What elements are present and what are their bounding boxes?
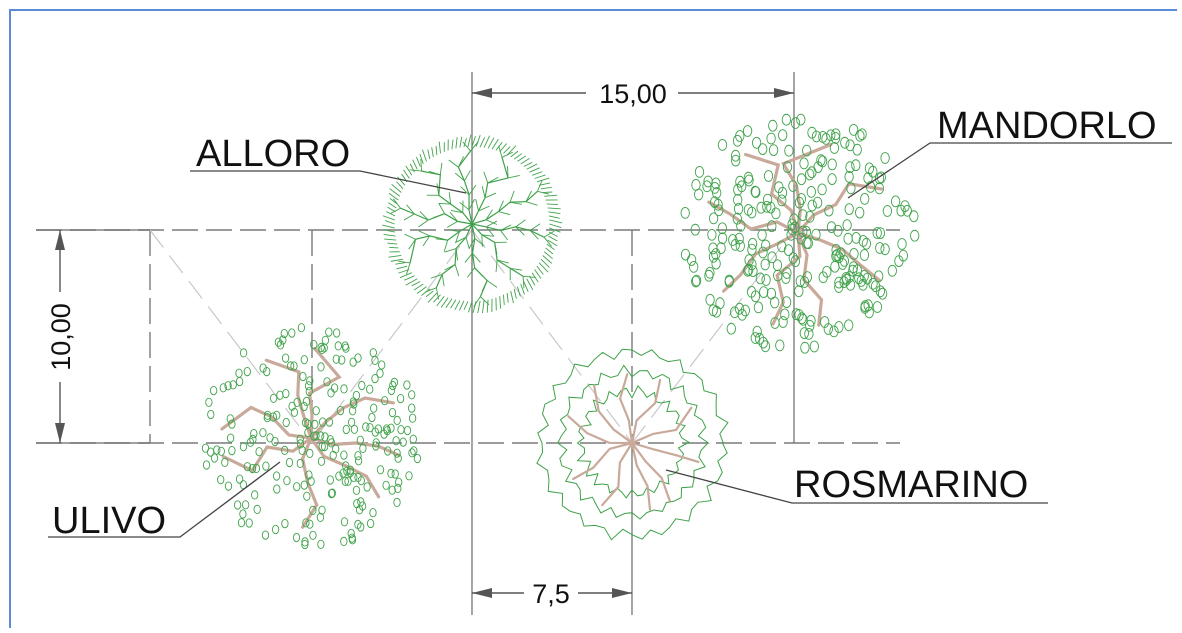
drawing-frame bbox=[9, 9, 1177, 628]
label-alloro: ALLORO bbox=[196, 133, 350, 175]
label-rosmarino: ROSMARINO bbox=[794, 464, 1028, 506]
dimension-extensions bbox=[36, 72, 795, 615]
alloro-tree-symbol bbox=[382, 134, 563, 314]
mandorlo-tree-symbol bbox=[680, 113, 920, 354]
label-mandorlo: MANDORLO bbox=[937, 105, 1157, 147]
dimension-top-label: 15,00 bbox=[599, 79, 667, 109]
rosmarino-tree-symbol bbox=[536, 348, 729, 541]
dimension-left-label: 10,00 bbox=[46, 303, 76, 371]
label-ulivo: ULIVO bbox=[52, 500, 166, 542]
ulivo-tree-symbol bbox=[201, 323, 422, 550]
leader-lines bbox=[48, 142, 1172, 538]
dimension-bottom-label: 7,5 bbox=[532, 579, 570, 609]
